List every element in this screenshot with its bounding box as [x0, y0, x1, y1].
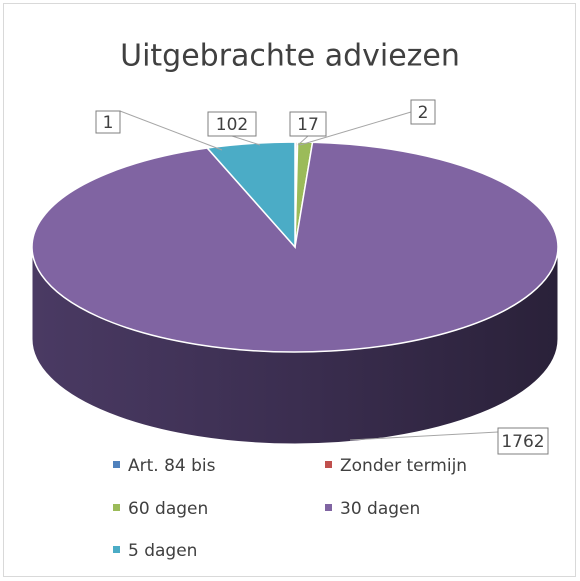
pie-slice [205, 141, 296, 249]
data-label: 1762 [501, 432, 544, 452]
data-label-box [497, 427, 549, 455]
legend-swatch [113, 461, 120, 468]
legend-swatch [113, 504, 120, 511]
legend-label: Zonder termijn [340, 456, 467, 476]
data-label: 1 [103, 113, 114, 133]
legend-label: 5 dagen [128, 541, 197, 561]
legend-swatch [325, 504, 332, 511]
leader-line [299, 111, 412, 146]
data-label-box [95, 110, 121, 134]
leader-line [231, 135, 261, 146]
legend-label: Art. 84 bis [128, 456, 216, 476]
leader-line [297, 135, 309, 146]
chart-title: Uitgebrachte adviezen [120, 39, 460, 74]
leader-line [349, 431, 499, 441]
legend-swatch [113, 546, 120, 553]
legend-swatch [325, 461, 332, 468]
legend-label: 60 dagen [128, 499, 208, 519]
legend-label: 30 dagen [340, 499, 420, 519]
data-label-box [289, 111, 327, 137]
data-label-box [410, 99, 436, 125]
data-label-box [207, 111, 257, 137]
leader-line [119, 110, 223, 151]
data-label: 2 [418, 103, 429, 123]
data-label: 102 [216, 115, 248, 135]
data-label: 17 [297, 115, 319, 135]
